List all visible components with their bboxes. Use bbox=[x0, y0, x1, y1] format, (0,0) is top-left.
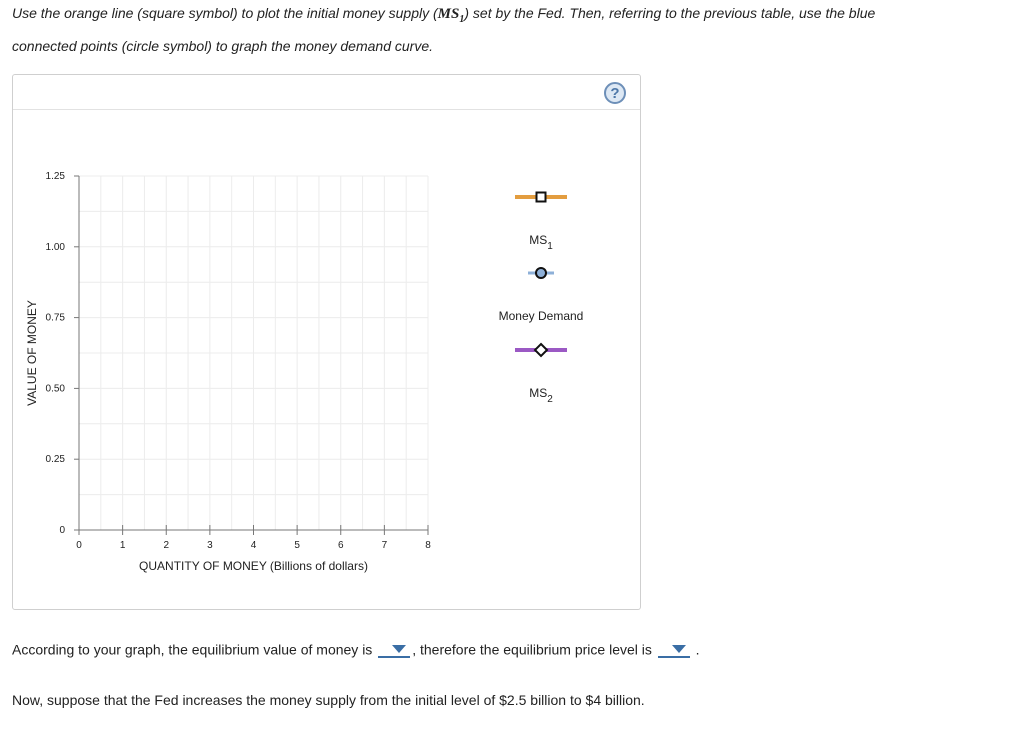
palette-label-2: Money Demand bbox=[499, 309, 584, 323]
y-axis-label: VALUE OF MONEY bbox=[25, 300, 39, 406]
ms1-symbol: MS1 bbox=[437, 6, 465, 25]
help-icon[interactable]: ? bbox=[604, 82, 626, 104]
question-text-1: According to your graph, the equilibrium… bbox=[12, 641, 373, 658]
y-tick-label: 0.25 bbox=[46, 454, 66, 465]
palette-label-1: MS1 bbox=[529, 233, 553, 252]
x-tick-label: 8 bbox=[425, 540, 431, 551]
money-supply-note: Now, suppose that the Fed increases the … bbox=[12, 692, 645, 708]
y-tick-label: 1.25 bbox=[46, 171, 66, 182]
x-tick-label: 6 bbox=[338, 540, 344, 551]
y-tick-label: 0.75 bbox=[46, 313, 66, 324]
x-axis-label: QUANTITY OF MONEY (Billions of dollars) bbox=[139, 559, 368, 573]
equilibrium-question: According to your graph, the equilibrium… bbox=[12, 640, 700, 659]
x-tick-label: 7 bbox=[382, 540, 388, 551]
chevron-down-icon bbox=[671, 645, 686, 654]
x-tick-label: 5 bbox=[294, 540, 300, 551]
y-tick-label: 0 bbox=[59, 525, 65, 536]
y-tick-label: 1.00 bbox=[46, 242, 66, 253]
instructions-line-2: connected points (circle symbol) to grap… bbox=[12, 38, 433, 54]
graph-canvas[interactable]: 0 0.25 0.50 0.75 1.00 1.25 0 1 2 3 4 5 6 7 8 QUANTITY O… bbox=[13, 75, 640, 609]
diamond-marker-icon[interactable] bbox=[533, 342, 549, 358]
x-tick-label: 2 bbox=[163, 540, 169, 551]
instructions-line-1: Use the orange line (square symbol) to p… bbox=[12, 5, 876, 25]
chevron-down-icon bbox=[392, 645, 407, 654]
question-text-2: , therefore the equilibrium price level … bbox=[412, 641, 652, 658]
circle-marker-icon[interactable] bbox=[535, 267, 547, 279]
question-end: . bbox=[695, 641, 700, 658]
x-tick-label: 3 bbox=[207, 540, 213, 551]
palette-label-3: MS2 bbox=[529, 386, 553, 405]
x-tick-label: 4 bbox=[251, 540, 257, 551]
instructions: Use the orange line (square symbol) to p… bbox=[12, 0, 1002, 59]
square-marker-icon[interactable] bbox=[535, 191, 547, 203]
y-tick-label: 0.50 bbox=[46, 383, 66, 394]
x-tick-label: 1 bbox=[120, 540, 126, 551]
graph-panel: ? 0 0.25 0.50 0.75 1.00 1.25 0 1 2 3 4 5 6 7 8 QUANTITY… bbox=[12, 74, 641, 610]
equilibrium-value-dropdown[interactable] bbox=[378, 640, 411, 659]
graph-toolbar: ? bbox=[13, 75, 640, 110]
price-level-dropdown[interactable] bbox=[657, 640, 690, 659]
x-tick-label: 0 bbox=[76, 540, 82, 551]
